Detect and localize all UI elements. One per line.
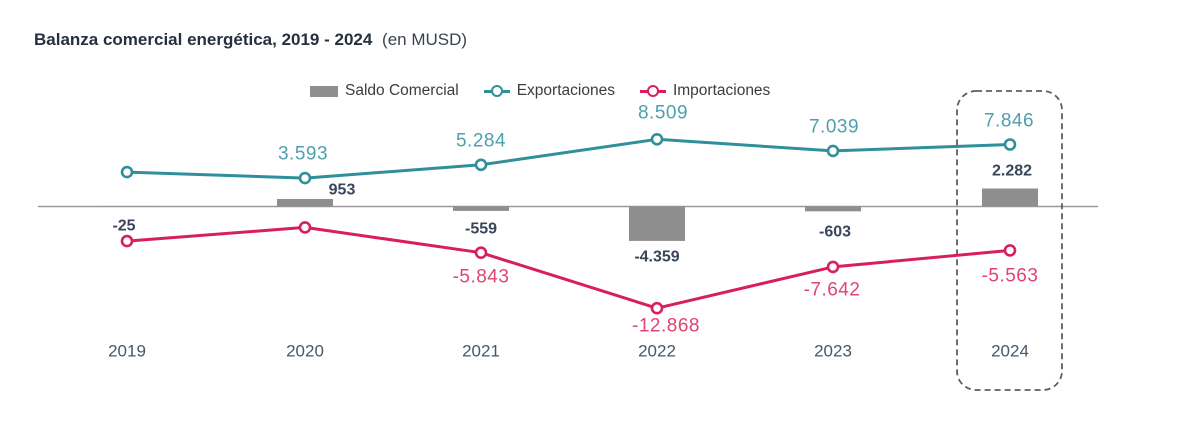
line-marker-icon [639, 85, 666, 97]
saldo-comercial-label-2021: -559 [465, 221, 497, 238]
year-label-2022: 2022 [638, 342, 676, 361]
year-label-2020: 2020 [286, 342, 324, 361]
line-marker-icon [483, 85, 510, 97]
exportaciones-line [126, 137, 1011, 180]
year-label-2023: 2023 [814, 342, 852, 361]
saldo-comercial-label-2022: -4.359 [634, 249, 679, 266]
exportaciones-point-2022 [650, 133, 664, 146]
chart-title-main: Balanza comercial energética, 2019 - 202… [34, 30, 373, 49]
saldo-comercial-label-2019: -25 [112, 218, 135, 235]
importaciones-point-2019 [120, 234, 134, 248]
highlight-box-2024 [956, 90, 1063, 391]
saldo-comercial-label-2023: -603 [819, 224, 851, 241]
exportaciones-point-2019 [120, 165, 134, 179]
saldo-comercial-label-2020: 953 [329, 182, 356, 199]
legend-label-saldo-comercial: Saldo Comercial [345, 82, 459, 99]
importaciones-label-2024: -5.563 [982, 266, 1039, 287]
exportaciones-label-2020: 3.593 [278, 144, 328, 165]
exportaciones-point-2020 [298, 171, 312, 185]
legend-item-exportaciones: Exportaciones [483, 82, 615, 100]
exportaciones-label-2024: 7.846 [984, 111, 1034, 132]
bar-2023 [805, 206, 861, 212]
chart-title: Balanza comercial energética, 2019 - 202… [34, 30, 467, 50]
bar-2020 [277, 199, 333, 207]
chart-title-unit: (en MUSD) [382, 30, 468, 49]
year-label-2024: 2024 [991, 342, 1029, 361]
importaciones-point-2021 [474, 246, 488, 259]
exportaciones-point-2023 [826, 144, 840, 158]
legend: Saldo Comercial Exportaciones Importacio… [310, 82, 770, 100]
year-label-2019: 2019 [108, 342, 146, 361]
exportaciones-point-2021 [474, 158, 488, 172]
saldo-comercial-label-2024: 2.282 [992, 163, 1032, 180]
importaciones-line [126, 225, 1011, 310]
bar-2022 [629, 206, 685, 241]
exportaciones-point-2024 [1003, 138, 1017, 151]
importaciones-point-2022 [650, 301, 664, 315]
bar-2024 [982, 188, 1038, 207]
legend-item-saldo-comercial: Saldo Comercial [310, 82, 459, 100]
importaciones-point-2023 [826, 260, 840, 274]
bar-2021 [453, 206, 509, 211]
importaciones-label-2022: -12.868 [632, 316, 700, 337]
legend-label-exportaciones: Exportaciones [516, 82, 615, 99]
importaciones-label-2023: -7.642 [804, 280, 861, 301]
exportaciones-label-2021: 5.284 [456, 131, 506, 152]
importaciones-label-2021: -5.843 [453, 267, 510, 288]
importaciones-point-2024 [1003, 244, 1017, 257]
legend-label-importaciones: Importaciones [672, 82, 771, 99]
bar-swatch-icon [310, 85, 338, 97]
exportaciones-label-2022: 8.509 [638, 103, 688, 124]
year-label-2021: 2021 [462, 342, 500, 361]
importaciones-point-2020 [298, 221, 312, 234]
exportaciones-label-2023: 7.039 [809, 117, 859, 138]
legend-item-importaciones: Importaciones [639, 82, 771, 100]
